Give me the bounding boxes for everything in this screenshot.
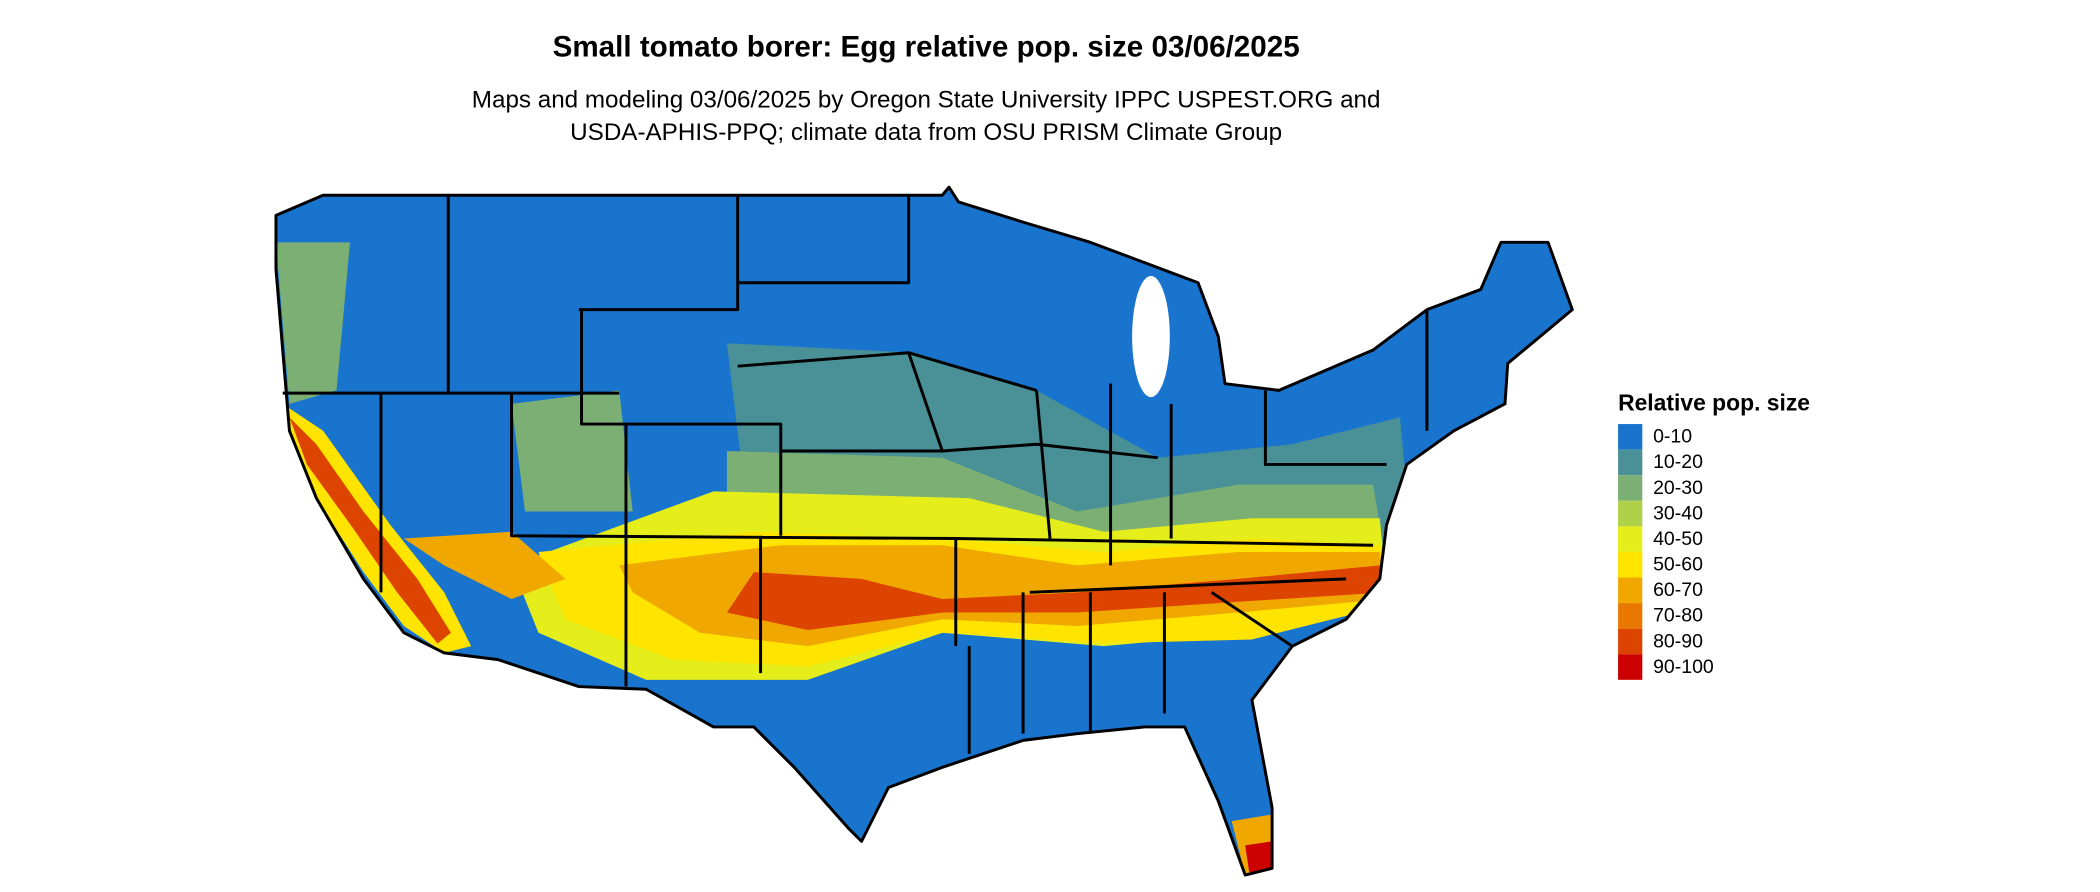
zone-60-70 (403, 531, 566, 600)
legend-label: 10-20 (1653, 451, 1703, 473)
zone-90-100 (1245, 841, 1273, 873)
map-subtitle: USDA-APHIS-PPQ; climate data from OSU PR… (570, 119, 1282, 146)
legend-label: 0-10 (1653, 426, 1692, 448)
legend-label: 70-80 (1653, 605, 1703, 627)
legend: 0-10 10-20 20-30 30-40 40-50 50-60 60-70 70-80 8… (1618, 424, 1714, 680)
legend-label: 40-50 (1653, 528, 1703, 550)
legend-label: 50-60 (1653, 554, 1703, 576)
legend-swatch (1618, 526, 1643, 552)
map-title: Small tomato borer: Egg relative pop. si… (553, 31, 1300, 64)
legend-label: 90-100 (1653, 656, 1714, 678)
legend-label: 60-70 (1653, 579, 1703, 601)
legend-swatch (1618, 628, 1643, 655)
legend-swatch (1618, 449, 1643, 476)
zone-20-30 (275, 242, 350, 404)
map-surface (275, 187, 1573, 876)
legend-swatch (1618, 577, 1643, 604)
lake-michigan (1132, 275, 1170, 398)
legend-swatch (1618, 424, 1643, 450)
map-subtitle: Maps and modeling 03/06/2025 by Oregon S… (472, 87, 1381, 114)
zone-80-90 (289, 417, 451, 644)
legend-swatch (1618, 551, 1643, 578)
legend-swatch (1618, 475, 1643, 501)
zone-80-90 (726, 565, 1387, 631)
legend-label: 20-30 (1653, 477, 1703, 499)
legend-title: Relative pop. size (1618, 390, 1810, 416)
legend-label: 80-90 (1653, 630, 1703, 652)
legend-swatch (1618, 500, 1643, 527)
legend-label: 30-40 (1653, 502, 1703, 524)
state-borders (282, 195, 1429, 754)
legend-swatch (1618, 603, 1643, 629)
legend-swatch (1618, 654, 1643, 680)
